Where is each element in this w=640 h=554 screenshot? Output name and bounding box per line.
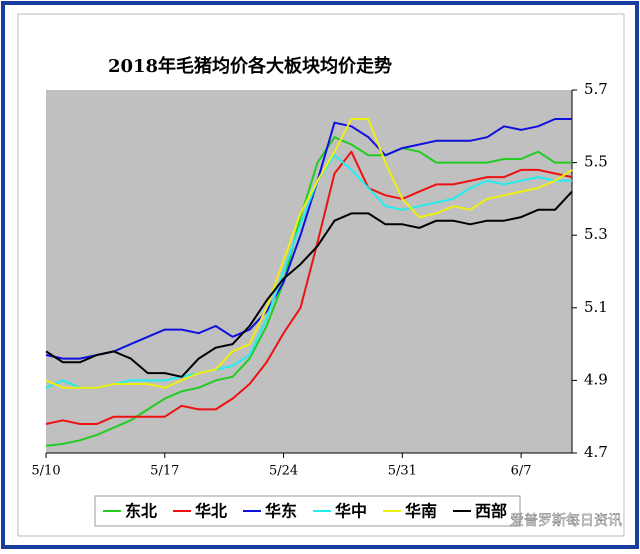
series-line [45,136,572,447]
series-line [45,154,572,389]
legend-label: 华东 [265,502,297,521]
series-line [45,150,573,425]
series-line [45,190,573,378]
legend-label: 华中 [335,502,367,521]
x-tick-label: 5/10 [31,464,60,479]
series-line [45,118,573,389]
x-tick-label: 5/31 [388,464,417,479]
x-tick-label: 5/24 [269,464,298,479]
legend-label: 西部 [475,502,507,521]
y-tick-label: 5.1 [584,298,608,316]
legend-label: 东北 [125,502,157,521]
series-line [45,118,572,360]
x-tick-label: 5/17 [150,464,179,479]
y-tick-label: 4.7 [584,443,608,461]
y-tick-label: 5.7 [584,80,608,98]
y-tick-label: 5.3 [584,225,608,243]
legend-label: 华南 [405,502,437,521]
watermark: 爱普罗斯每日资讯 [510,513,622,529]
y-tick-label: 5.5 [584,153,608,171]
y-tick-label: 4.9 [584,370,608,388]
legend [94,495,521,527]
legend-label: 华北 [195,502,227,521]
x-tick-label: 6/7 [511,464,532,479]
chart-title: 2018年毛猪均价各大板块均价走势 [108,55,392,77]
